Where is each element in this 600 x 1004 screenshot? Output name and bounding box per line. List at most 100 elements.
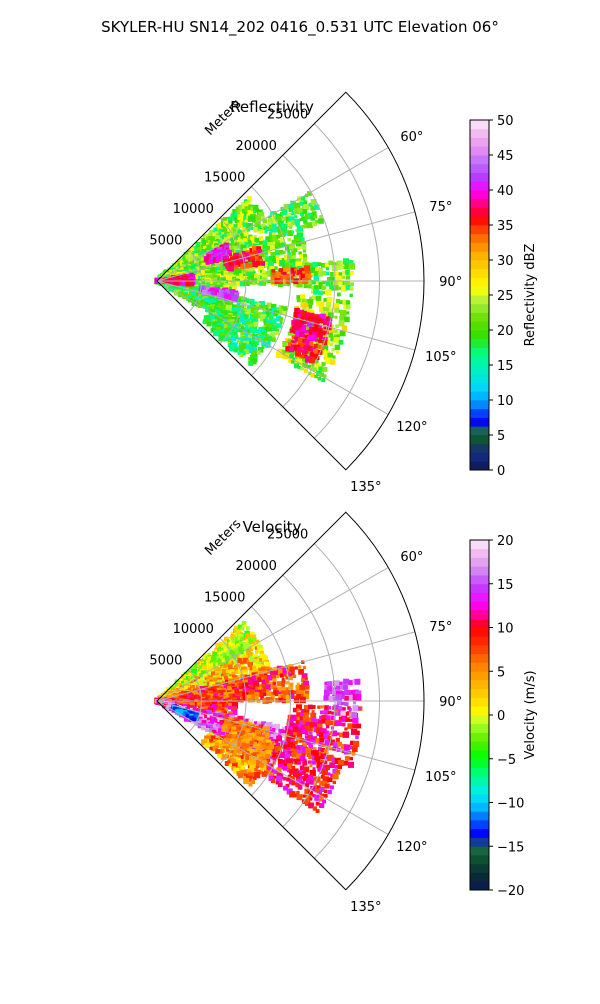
echo-cell [296, 745, 303, 752]
echo-cell [304, 223, 309, 229]
echo-cell [302, 746, 308, 753]
colorbar-segment [470, 330, 489, 340]
colorbar-tick-label: 15 [497, 359, 514, 374]
echo-cell [252, 238, 257, 243]
echo-cell [319, 301, 325, 307]
echo-cell [324, 739, 331, 746]
echo-cell [262, 282, 267, 286]
echo-cell [294, 363, 300, 369]
echo-cell [244, 298, 250, 303]
echo-cell [317, 747, 322, 751]
echo-cell [222, 679, 226, 683]
echo-cell [255, 729, 262, 736]
echo-cell [346, 311, 350, 315]
echo-cell [179, 280, 184, 286]
echo-cell [271, 258, 277, 264]
echo-cell [217, 697, 222, 701]
echo-cell [271, 325, 278, 332]
echo-cell [338, 711, 342, 716]
echo-cell [343, 678, 350, 685]
echo-cell [257, 346, 264, 353]
echo-cell [271, 742, 275, 746]
colorbar-segment [470, 286, 489, 296]
echo-cell [287, 714, 293, 721]
echo-cell [293, 235, 299, 240]
echo-cell [192, 245, 197, 250]
sector-frame [156, 511, 425, 891]
echo-cell [282, 274, 287, 280]
echo-cell [288, 682, 294, 688]
echo-cell [302, 209, 308, 214]
echo-cell [263, 693, 267, 697]
echo-cell [294, 741, 298, 745]
colorbar-segment [470, 881, 489, 891]
echo-cell [218, 671, 224, 676]
echo-cell [247, 196, 252, 201]
echo-cell [288, 225, 293, 229]
echo-cell [230, 744, 235, 749]
echo-cell [309, 326, 314, 332]
echo-cell [285, 665, 290, 670]
angular-tick-label: 90° [439, 275, 462, 290]
echo-cell [288, 216, 295, 223]
echo-cell [330, 726, 334, 730]
echo-cell [313, 288, 319, 295]
echo-cell [278, 268, 285, 275]
echo-cell [327, 686, 333, 692]
colorbar-segment [470, 435, 489, 445]
echo-cell [229, 327, 235, 334]
echo-cell [265, 308, 272, 315]
echo-cell [316, 732, 320, 737]
echo-cell [224, 244, 230, 250]
echo-cell [224, 327, 229, 333]
echo-cell [256, 769, 261, 775]
echo-cell [248, 360, 254, 366]
echo-cell [213, 677, 219, 683]
echo-cell [301, 356, 308, 362]
echo-cell [304, 731, 309, 736]
echo-cell [272, 241, 277, 245]
echo-cell [319, 325, 323, 329]
echo-cell [290, 200, 296, 207]
echo-cell [279, 751, 286, 759]
echo-cell [216, 679, 223, 685]
echo-cell [312, 316, 319, 323]
echo-cell [262, 219, 268, 224]
echo-cell [259, 250, 266, 257]
echo-cell [307, 284, 312, 289]
echo-cell [329, 276, 335, 282]
echo-cell [293, 732, 297, 736]
echo-cell [287, 747, 291, 751]
echo-cell [315, 801, 320, 806]
echo-cell [304, 726, 310, 732]
radial-tick-label: 25000 [267, 528, 308, 543]
echo-cell [297, 785, 303, 790]
colorbar-segment [470, 321, 489, 331]
echo-cell [229, 758, 237, 765]
echo-cell [327, 705, 332, 710]
echo-cell [217, 753, 222, 759]
echo-cell [243, 333, 249, 339]
colorbar-segment [470, 382, 489, 392]
echo-cell [220, 731, 225, 736]
echo-cell [245, 753, 252, 761]
echo-cell [227, 743, 232, 747]
colorbar-segment [470, 627, 489, 637]
echo-cell [247, 237, 251, 242]
echo-cell [255, 260, 261, 266]
echo-cell [223, 304, 228, 309]
echo-cell [298, 251, 302, 255]
echo-cell [279, 275, 284, 280]
echo-cell [319, 759, 324, 764]
colorbar-segment [470, 872, 489, 882]
echo-cell [291, 259, 298, 266]
colorbar-segment [470, 706, 489, 716]
colorbar-segment [470, 540, 489, 550]
echo-cell [222, 335, 229, 342]
echo-cell [261, 224, 266, 229]
echo-cell [344, 690, 350, 696]
echo-cell [244, 241, 249, 247]
echo-cell [246, 272, 253, 279]
echo-cell [266, 689, 270, 693]
